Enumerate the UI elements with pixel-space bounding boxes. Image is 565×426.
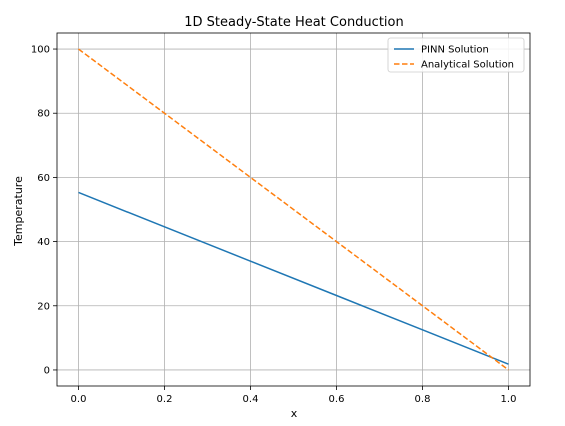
legend-label-1: Analytical Solution [421, 60, 514, 71]
y-axis-title: Temperature [12, 176, 25, 247]
legend-label-0: PINN Solution [421, 45, 489, 56]
y-tick-label: 100 [31, 45, 50, 56]
legend-box [387, 37, 525, 73]
x-tick-label: 0.0 [71, 394, 87, 405]
x-tick-label: 0.2 [157, 394, 173, 405]
series-line-0 [78, 191, 509, 365]
chart-title: 1D Steady-State Heat Conduction [184, 15, 403, 30]
x-tick-label: 0.6 [329, 394, 345, 405]
plot-frame [56, 32, 531, 387]
plot-lines [78, 48, 509, 371]
x-tick-label: 0.4 [243, 394, 259, 405]
y-tick-label: 80 [37, 109, 50, 120]
grid [57, 33, 530, 386]
y-tick-label: 0 [44, 365, 50, 376]
legend: PINN Solution Analytical Solution [387, 37, 525, 73]
y-tick-label: 20 [37, 301, 50, 312]
y-tick-label: 40 [37, 237, 50, 248]
x-tick-label: 1.0 [501, 394, 517, 405]
x-axis-title: x [291, 407, 298, 420]
series-line-1 [78, 48, 509, 371]
ticks: 0.0 0.2 0.4 0.6 0.8 1.0 0 20 40 60 80 100 [31, 45, 517, 405]
y-tick-label: 60 [37, 173, 50, 184]
x-tick-label: 0.8 [415, 394, 431, 405]
